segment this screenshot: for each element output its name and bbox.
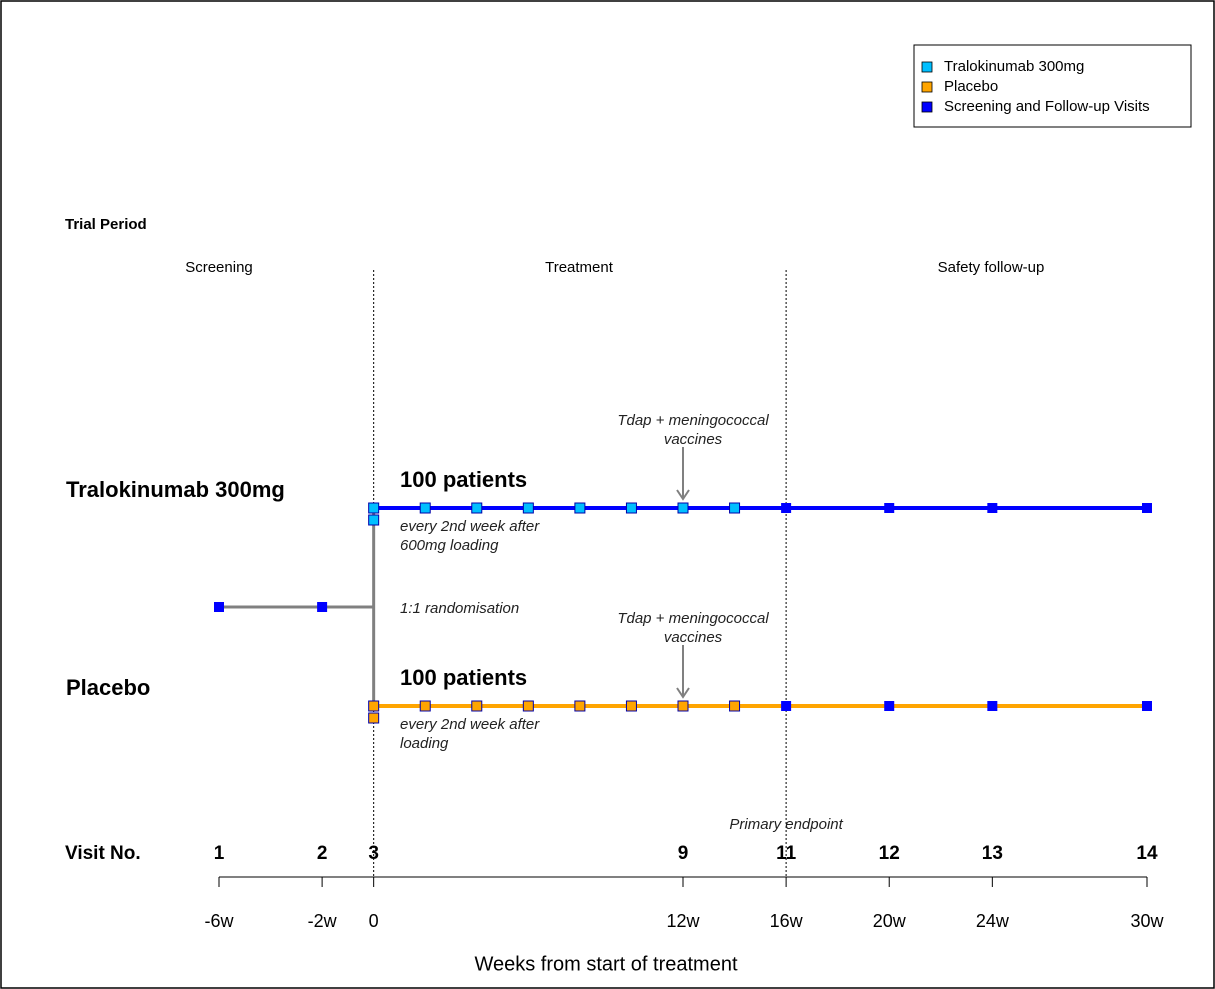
x-tick-label: 20w bbox=[873, 911, 907, 931]
vaccine-note: vaccines bbox=[664, 629, 723, 646]
x-tick-label: 30w bbox=[1130, 911, 1164, 931]
visit-number: 12 bbox=[879, 843, 900, 864]
followup-visit bbox=[1142, 701, 1152, 711]
randomisation-label: 1:1 randomisation bbox=[400, 600, 519, 617]
dose-visit bbox=[368, 502, 380, 514]
dosing-note: 600mg loading bbox=[400, 537, 499, 554]
screening-visit bbox=[317, 602, 328, 612]
legend-label: Placebo bbox=[944, 78, 998, 95]
dose-visit bbox=[522, 502, 534, 514]
dose-visit bbox=[677, 502, 689, 514]
arm-name: Tralokinumab 300mg bbox=[66, 477, 285, 502]
x-tick-label: -2w bbox=[308, 911, 338, 931]
dose-visit bbox=[419, 502, 431, 514]
x-tick-label: 24w bbox=[976, 911, 1010, 931]
legend-label: Tralokinumab 300mg bbox=[944, 58, 1084, 75]
vaccine-arrowhead bbox=[676, 687, 690, 699]
dosing-note: every 2nd week after bbox=[400, 518, 540, 535]
legend-swatch bbox=[921, 81, 933, 93]
dose-visit bbox=[574, 700, 586, 712]
legend-swatch bbox=[921, 101, 933, 113]
visit-number: 14 bbox=[1136, 843, 1158, 864]
period-label: Treatment bbox=[545, 259, 614, 276]
visit-axis-label: Visit No. bbox=[65, 843, 141, 864]
followup-visit bbox=[781, 701, 792, 711]
visit-number: 11 bbox=[776, 843, 797, 864]
period-label: Safety follow-up bbox=[938, 259, 1045, 276]
vaccine-note: vaccines bbox=[664, 431, 723, 448]
dose-visit bbox=[471, 700, 483, 712]
x-tick-label: 16w bbox=[770, 911, 804, 931]
dosing-note: loading bbox=[400, 735, 449, 752]
dose-visit bbox=[574, 502, 586, 514]
legend-box bbox=[913, 44, 1192, 128]
legend-swatch bbox=[921, 61, 933, 73]
trial-period-label: Trial Period bbox=[65, 216, 147, 233]
arm-name: Placebo bbox=[66, 675, 150, 700]
legend-label: Screening and Follow-up Visits bbox=[944, 98, 1150, 115]
dose-visit bbox=[471, 502, 483, 514]
primary-endpoint: Primary endpoint bbox=[729, 816, 843, 833]
dose-visit bbox=[729, 502, 741, 514]
patients-label: 100 patients bbox=[400, 467, 527, 492]
dosing-note: every 2nd week after bbox=[400, 716, 540, 733]
screening-visit bbox=[214, 602, 224, 612]
followup-visit bbox=[987, 503, 998, 513]
x-axis-label: Weeks from start of treatment bbox=[474, 953, 737, 975]
loading-dose bbox=[368, 514, 380, 526]
x-tick-label: 0 bbox=[369, 911, 379, 931]
dose-visit bbox=[522, 700, 534, 712]
visit-number: 13 bbox=[982, 843, 1003, 864]
followup-visit bbox=[987, 701, 998, 711]
dose-visit bbox=[419, 700, 431, 712]
visit-number: 3 bbox=[368, 843, 379, 864]
followup-visit bbox=[1142, 503, 1152, 513]
loading-dose bbox=[368, 712, 380, 724]
followup-visit bbox=[781, 503, 792, 513]
visit-number: 9 bbox=[678, 843, 689, 864]
patients-label: 100 patients bbox=[400, 665, 527, 690]
dose-visit bbox=[729, 700, 741, 712]
dose-visit bbox=[625, 502, 637, 514]
vaccine-note: Tdap + meningococcal bbox=[617, 610, 769, 627]
followup-visit bbox=[884, 701, 895, 711]
dose-visit bbox=[368, 700, 380, 712]
followup-visit bbox=[884, 503, 895, 513]
dose-visit bbox=[625, 700, 637, 712]
visit-number: 2 bbox=[317, 843, 328, 864]
vaccine-arrowhead bbox=[676, 489, 690, 501]
period-label: Screening bbox=[185, 259, 253, 276]
x-tick-label: -6w bbox=[204, 911, 234, 931]
visit-number: 1 bbox=[214, 843, 225, 864]
dose-visit bbox=[677, 700, 689, 712]
x-tick-label: 12w bbox=[666, 911, 700, 931]
vaccine-note: Tdap + meningococcal bbox=[617, 412, 769, 429]
